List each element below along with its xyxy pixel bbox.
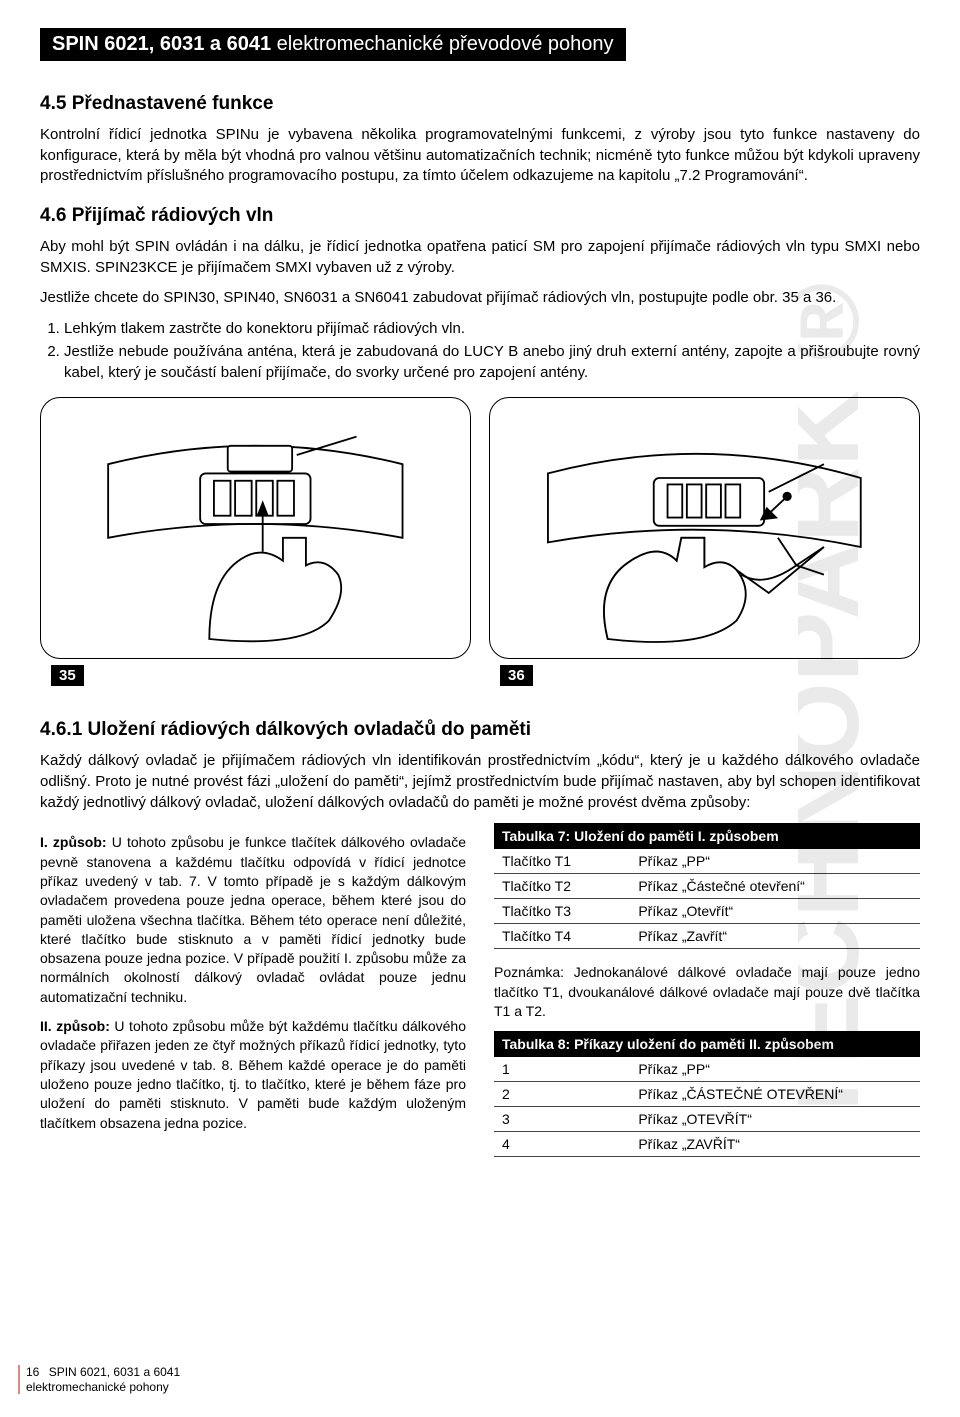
way-2-text: U tohoto způsobu může být každému tlačít…: [40, 1018, 466, 1131]
table-row: 2Příkaz „ČÁSTEČNÉ OTEVŘENÍ“: [494, 1082, 920, 1107]
table-7: Tabulka 7: Uložení do paměti I. způsobem…: [494, 823, 920, 949]
figure-35-svg: [58, 409, 453, 648]
step-1: Lehkým tlakem zastrčte do konektoru přij…: [64, 319, 920, 340]
figure-36-label: 36: [500, 665, 533, 686]
figure-35-label: 35: [51, 665, 84, 686]
note-para: Poznámka: Jednokanálové dálkové ovladače…: [494, 963, 920, 1021]
table-7-val: Příkaz „PP“: [630, 849, 920, 874]
figure-35: 35: [40, 397, 471, 659]
way-2-label: II. způsob:: [40, 1018, 110, 1034]
table-row: Tlačítko T4Příkaz „Zavřít“: [494, 924, 920, 949]
title-bold: SPIN 6021, 6031 a 6041: [52, 33, 271, 55]
heading-4-5: 4.5 Přednastavené funkce: [40, 93, 920, 115]
table-8-key: 1: [494, 1057, 630, 1082]
table-8-key: 4: [494, 1132, 630, 1157]
page-number: 16: [26, 1365, 39, 1379]
table-8: Tabulka 8: Příkazy uložení do paměti II.…: [494, 1031, 920, 1157]
footer-line-2: elektromechanické pohony: [26, 1380, 169, 1394]
table-row: 1Příkaz „PP“: [494, 1057, 920, 1082]
step-2: Jestliže nebude používána anténa, která …: [64, 342, 920, 383]
table-row: 4Příkaz „ZAVŘÍT“: [494, 1132, 920, 1157]
table-7-key: Tlačítko T4: [494, 924, 630, 949]
table-8-val: Příkaz „ZAVŘÍT“: [630, 1132, 920, 1157]
table-8-val: Příkaz „PP“: [630, 1057, 920, 1082]
table-row: Tlačítko T2Příkaz „Částečné otevření“: [494, 874, 920, 899]
para-4-6-1-intro: Každý dálkový ovladač je přijímačem rádi…: [40, 751, 920, 813]
para-4-6-2-text: Jestliže chcete do SPIN30, SPIN40, SN603…: [40, 289, 836, 306]
figure-36-svg: [507, 409, 902, 648]
figure-36: 36: [489, 397, 920, 659]
heading-4-6: 4.6 Přijímač rádiových vln: [40, 205, 920, 227]
steps-list: Lehkým tlakem zastrčte do konektoru přij…: [40, 319, 920, 383]
table-7-key: Tlačítko T1: [494, 849, 630, 874]
table-7-key: Tlačítko T3: [494, 899, 630, 924]
table-8-val: Příkaz „ČÁSTEČNÉ OTEVŘENÍ“: [630, 1082, 920, 1107]
table-8-key: 3: [494, 1107, 630, 1132]
table-8-title: Tabulka 8: Příkazy uložení do paměti II.…: [494, 1031, 920, 1057]
way-1-para: I. způsob: U tohoto způsobu je funkce tl…: [40, 833, 466, 1007]
heading-4-6-1: 4.6.1 Uložení rádiových dálkových ovlada…: [40, 719, 920, 741]
para-4-5: Kontrolní řídicí jednotka SPINu je vybav…: [40, 125, 920, 187]
table-8-val: Příkaz „OTEVŘÍT“: [630, 1107, 920, 1132]
way-1-label: I. způsob:: [40, 834, 107, 850]
table-7-val: Příkaz „Zavřít“: [630, 924, 920, 949]
way-1-text: U tohoto způsobu je funkce tlačítek dálk…: [40, 834, 466, 1005]
page-title-bar: SPIN 6021, 6031 a 6041 elektromechanické…: [40, 28, 626, 61]
table-7-title: Tabulka 7: Uložení do paměti I. způsobem: [494, 823, 920, 849]
para-4-6-1: Aby mohl být SPIN ovládán i na dálku, je…: [40, 237, 920, 278]
table-7-val: Příkaz „Otevřít“: [630, 899, 920, 924]
para-4-6-2: Jestliže chcete do SPIN30, SPIN40, SN603…: [40, 288, 920, 309]
table-7-val: Příkaz „Částečné otevření“: [630, 874, 920, 899]
table-row: Tlačítko T3Příkaz „Otevřít“: [494, 899, 920, 924]
footer-line-1: SPIN 6021, 6031 a 6041: [49, 1365, 180, 1379]
way-2-para: II. způsob: U tohoto způsobu může být ka…: [40, 1017, 466, 1133]
table-8-key: 2: [494, 1082, 630, 1107]
title-light: elektromechanické převodové pohony: [271, 33, 613, 55]
page-footer: 16 SPIN 6021, 6031 a 6041 elektromechani…: [18, 1365, 180, 1394]
table-row: Tlačítko T1Příkaz „PP“: [494, 849, 920, 874]
table-row: 3Příkaz „OTEVŘÍT“: [494, 1107, 920, 1132]
table-7-key: Tlačítko T2: [494, 874, 630, 899]
